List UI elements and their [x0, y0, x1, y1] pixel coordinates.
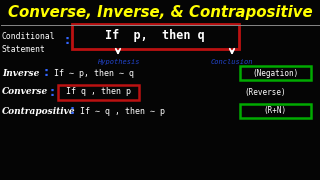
Text: (Negation): (Negation)	[252, 69, 298, 78]
Text: Contrapositive: Contrapositive	[2, 107, 76, 116]
Text: :: :	[70, 105, 75, 118]
Text: Inverse: Inverse	[2, 69, 39, 78]
Text: Converse, Inverse, & Contrapositive: Converse, Inverse, & Contrapositive	[8, 5, 312, 20]
Text: If ∼ p, then ∼ q: If ∼ p, then ∼ q	[54, 69, 134, 78]
Text: If  p,  then q: If p, then q	[105, 30, 205, 42]
Text: If ∼ q , then ∼ p: If ∼ q , then ∼ p	[80, 107, 165, 116]
Text: Conditional
Statement: Conditional Statement	[2, 32, 56, 54]
Text: Conclusion: Conclusion	[211, 59, 253, 65]
Text: :: :	[44, 66, 49, 80]
Text: Converse: Converse	[2, 87, 48, 96]
Text: Hypothesis: Hypothesis	[97, 59, 139, 65]
Text: If q , then p: If q , then p	[66, 87, 131, 96]
Text: (R+N): (R+N)	[263, 107, 287, 116]
Text: :: :	[50, 86, 55, 98]
Text: (Reverse): (Reverse)	[244, 87, 286, 96]
Text: :: :	[65, 34, 70, 47]
